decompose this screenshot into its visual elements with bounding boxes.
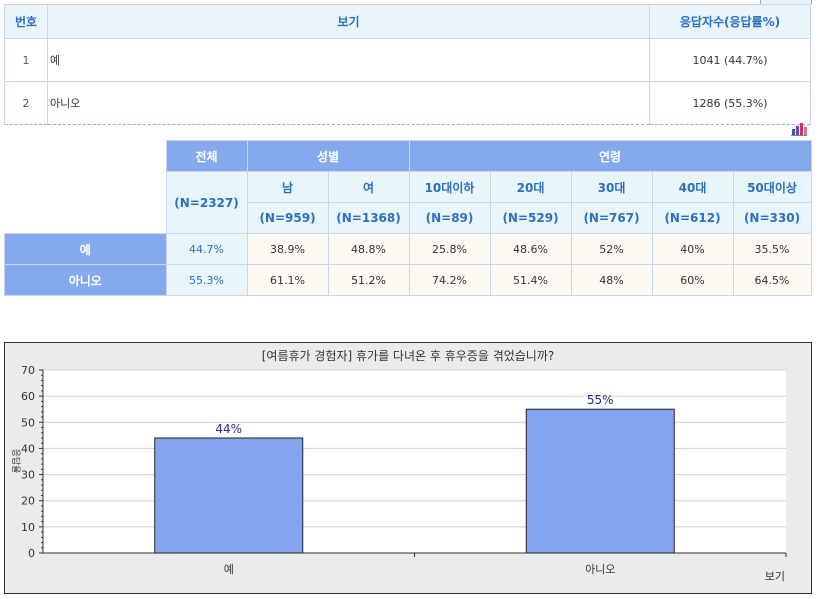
sub-n: (N=89)	[408, 202, 491, 234]
sub-n: (N=1368)	[327, 202, 410, 234]
sub-label: 남	[246, 171, 329, 203]
row-value: 61.1%	[246, 264, 329, 296]
table-row: 1 예 1041 (44.7%)	[4, 38, 811, 82]
chart-title: [여름휴가 경험자] 휴가를 다녀온 후 휴우증을 겪었습니까?	[261, 349, 555, 363]
y-tick-label: 0	[28, 547, 35, 560]
x-axis-label: 보기	[765, 570, 785, 583]
sub-n: (N=529)	[489, 202, 572, 234]
y-tick-label: 40	[21, 442, 35, 455]
row-number: 1	[4, 38, 48, 82]
bar-chart-icon[interactable]	[791, 123, 807, 136]
sub-label: 10대이하	[408, 171, 491, 203]
blank-cell	[4, 171, 166, 203]
crosstab-table: 전체 성별 연령 (N=2327) 남 여 10대이하 20대 30대 40대 …	[4, 140, 812, 296]
row-value: 48.6%	[489, 233, 572, 265]
row-value: 60%	[651, 264, 734, 296]
header-option: 보기	[47, 4, 650, 39]
y-tick-label: 50	[21, 416, 35, 429]
sub-n: (N=959)	[246, 202, 329, 234]
crosstab-n-row: (N=959) (N=1368) (N=89) (N=529) (N=767) …	[4, 202, 812, 234]
y-tick-label: 70	[21, 364, 35, 377]
header-count: 응답자수(응답률%)	[649, 4, 811, 39]
sub-label: 20대	[489, 171, 572, 203]
sub-label: 30대	[570, 171, 653, 203]
bar	[154, 437, 304, 554]
row-total: 44.7%	[165, 233, 248, 265]
row-value: 52%	[570, 233, 653, 265]
x-category-label: 예	[224, 563, 234, 576]
sub-n: (N=330)	[732, 202, 812, 234]
header-gender: 성별	[246, 140, 410, 172]
row-value: 48%	[570, 264, 653, 296]
sub-n: (N=612)	[651, 202, 734, 234]
row-option: 아니오	[47, 81, 650, 125]
crosstab-row-no: 아니오 55.3% 61.1% 51.2% 74.2% 51.4% 48% 60…	[4, 264, 812, 296]
y-axis-label: 응답율	[10, 449, 22, 474]
table-header-row: 번호 보기 응답자수(응답률%)	[4, 4, 811, 39]
row-count: 1041 (44.7%)	[649, 38, 811, 82]
crosstab-sub-row: (N=2327) 남 여 10대이하 20대 30대 40대 50대이상	[4, 171, 812, 234]
row-value: 64.5%	[732, 264, 812, 296]
sub-n: (N=767)	[570, 202, 653, 234]
row-value: 40%	[651, 233, 734, 265]
y-tick-label: 30	[21, 469, 35, 482]
bar-chart: [여름휴가 경험자] 휴가를 다녀온 후 휴우증을 겪었습니까? 0 10 20 30…	[4, 342, 812, 594]
row-value: 74.2%	[408, 264, 491, 296]
row-value: 35.5%	[732, 233, 812, 265]
sub-label: 40대	[651, 171, 734, 203]
row-value: 38.9%	[246, 233, 329, 265]
crosstab-row-yes: 예 44.7% 38.9% 48.8% 25.8% 48.6% 52% 40% …	[4, 233, 812, 265]
row-total: 55.3%	[165, 264, 248, 296]
bar-value-label: 55%	[587, 393, 614, 407]
x-category-label: 아니오	[585, 563, 615, 576]
crosstab-header-row: 전체 성별 연령	[4, 140, 812, 172]
row-value: 51.2%	[327, 264, 410, 296]
table-row: 2 아니오 1286 (55.3%)	[4, 81, 811, 125]
total-n: (N=2327)	[165, 171, 248, 234]
blank-cell	[4, 140, 166, 172]
row-count: 1286 (55.3%)	[649, 81, 811, 125]
header-total: 전체	[165, 140, 248, 172]
sub-label: 50대이상	[732, 171, 812, 203]
y-tick-label: 60	[21, 390, 35, 403]
bar	[525, 408, 675, 554]
header-age: 연령	[408, 140, 812, 172]
blank-cell	[4, 202, 166, 234]
row-label: 예	[4, 233, 167, 265]
y-tick-label: 10	[21, 521, 35, 534]
sub-label: 여	[327, 171, 410, 203]
row-value: 25.8%	[408, 233, 491, 265]
y-tick-label: 20	[21, 495, 35, 508]
header-number: 번호	[4, 4, 48, 39]
row-value: 48.8%	[327, 233, 410, 265]
row-label: 아니오	[4, 264, 167, 296]
response-table: 번호 보기 응답자수(응답률%) 1 예 1041 (44.7%) 2 아니오 …	[4, 4, 811, 125]
row-option: 예	[47, 38, 650, 82]
row-number: 2	[4, 81, 48, 125]
bar-value-label: 44%	[215, 422, 242, 436]
row-value: 51.4%	[489, 264, 572, 296]
